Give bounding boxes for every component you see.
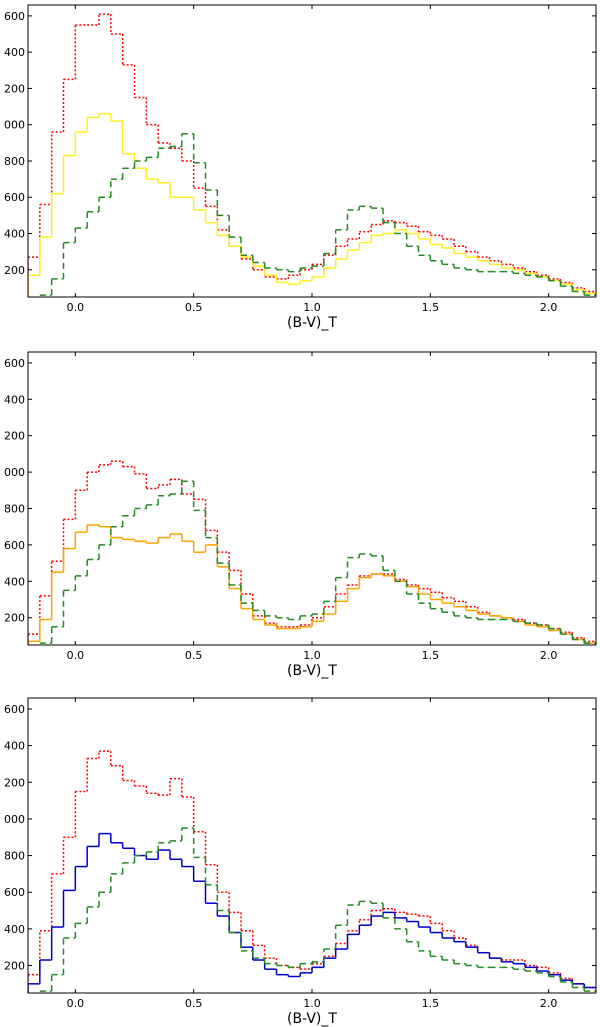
y-tick-label: 600 [4, 703, 25, 716]
y-tick-label: 400 [4, 575, 25, 588]
plot-area [28, 750, 596, 993]
y-tick-label: 400 [4, 228, 25, 241]
y-tick-label: 000 [4, 119, 25, 132]
x-tick-label: 0.5 [185, 997, 203, 1010]
plot-frame [27, 697, 597, 994]
y-tick-label: 400 [4, 923, 25, 936]
y-tick-label: 400 [4, 393, 25, 406]
plot-area [28, 13, 596, 297]
x-axis-label: (B-V)_T [287, 663, 337, 679]
y-tick-label: 800 [4, 155, 25, 168]
panel: 200 400 600 800 000 200 400 600 0.0 0.5 1.0 1.5 2.0 (… [4, 351, 597, 679]
y-tick-label: 200 [4, 776, 25, 789]
y-tick-label: 600 [4, 357, 25, 370]
y-tick-label: 000 [4, 466, 25, 479]
y-tick-label: 200 [4, 430, 25, 443]
y-tick-label: 200 [4, 264, 25, 277]
x-tick-label: 1.5 [422, 301, 440, 314]
x-tick-label: 0.0 [67, 301, 85, 314]
x-tick-label: 0.5 [185, 649, 203, 662]
x-tick-label: 1.0 [303, 997, 321, 1010]
panel: 200 400 600 800 000 200 400 600 0.0 0.5 1.0 1.5 2.0 (… [4, 697, 597, 1027]
panel: 200 400 600 800 000 200 400 600 0.0 0.5 1.0 1.5 2.0 (… [4, 4, 597, 331]
x-tick-label: 0.0 [67, 649, 85, 662]
plot-frame [27, 351, 597, 646]
y-tick-label: 200 [4, 612, 25, 625]
y-tick-label: 400 [4, 740, 25, 753]
x-tick-label: 2.0 [540, 997, 558, 1010]
x-tick-label: 1.0 [303, 301, 321, 314]
y-tick-label: 800 [4, 503, 25, 516]
x-axis-label: (B-V)_T [287, 1011, 337, 1027]
plot-frame [27, 4, 597, 298]
x-tick-label: 0.5 [185, 301, 203, 314]
y-tick-label: 600 [4, 191, 25, 204]
y-tick-label: 200 [4, 82, 25, 95]
x-tick-label: 2.0 [540, 649, 558, 662]
y-tick-label: 600 [4, 10, 25, 23]
plot-area [28, 460, 596, 645]
x-tick-label: 0.0 [67, 997, 85, 1010]
y-tick-label: 800 [4, 850, 25, 863]
y-tick-label: 200 [4, 960, 25, 973]
x-tick-label: 1.0 [303, 649, 321, 662]
y-tick-label: 000 [4, 813, 25, 826]
y-tick-label: 600 [4, 886, 25, 899]
y-tick-label: 400 [4, 46, 25, 59]
x-tick-label: 1.5 [422, 649, 440, 662]
x-axis-label: (B-V)_T [287, 315, 337, 331]
x-tick-label: 2.0 [540, 301, 558, 314]
y-tick-label: 600 [4, 539, 25, 552]
x-tick-label: 1.5 [422, 997, 440, 1010]
